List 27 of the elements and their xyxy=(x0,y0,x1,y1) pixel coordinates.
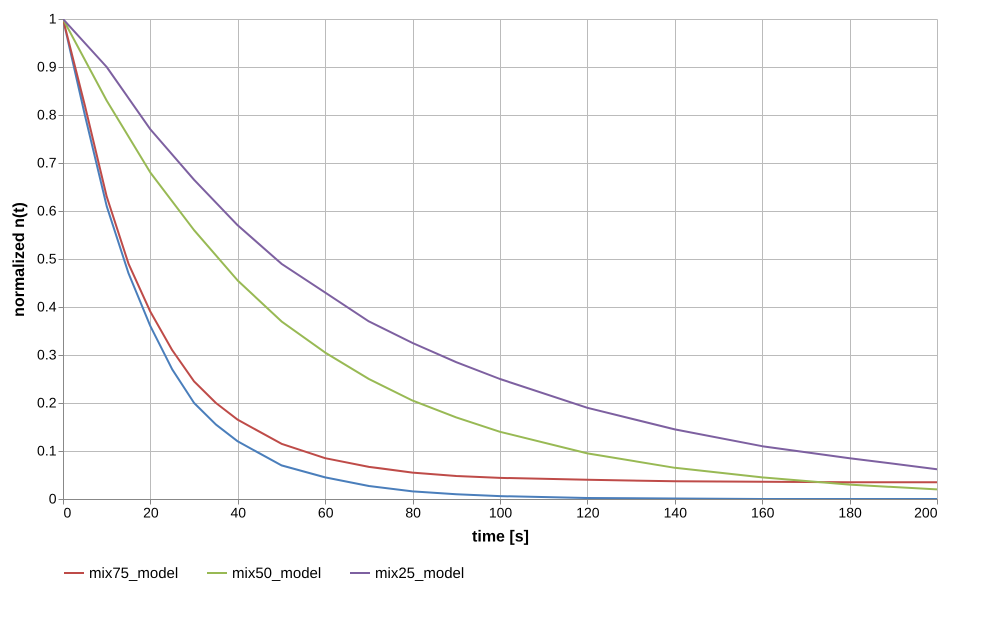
y-tick-label: 0.5 xyxy=(37,250,57,266)
x-tick-label: 200 xyxy=(914,504,938,520)
x-tick-label: 60 xyxy=(318,504,334,520)
x-tick-label: 100 xyxy=(488,504,512,520)
legend-label: mix75_model xyxy=(89,565,178,582)
y-tick-label: 0.8 xyxy=(37,106,57,122)
legend-label: mix25_model xyxy=(375,565,464,582)
x-tick-label: 160 xyxy=(751,504,775,520)
x-tick-label: 180 xyxy=(838,504,862,520)
y-tick-label: 0.9 xyxy=(37,58,57,74)
y-axis-title: normalized n(t) xyxy=(11,202,28,317)
x-tick-label: 120 xyxy=(576,504,600,520)
y-tick-label: 0 xyxy=(48,490,57,506)
x-tick-label: 80 xyxy=(405,504,422,520)
x-tick-label: 140 xyxy=(664,504,688,520)
y-tick-label: 0.4 xyxy=(37,298,57,314)
y-tick-label: 0.7 xyxy=(37,154,57,170)
x-axis-title: time [s] xyxy=(472,528,529,546)
legend-label: mix50_model xyxy=(232,565,322,582)
y-tick-label: 0.3 xyxy=(37,346,57,362)
x-tick-label: 40 xyxy=(230,504,246,520)
x-tick-label: 0 xyxy=(64,504,72,520)
y-tick-label: 1 xyxy=(48,10,57,26)
y-tick-label: 0.2 xyxy=(37,394,57,410)
y-tick-label: 0.1 xyxy=(37,442,57,458)
x-tick-label: 20 xyxy=(143,504,159,520)
y-tick-label: 0.6 xyxy=(37,202,57,218)
